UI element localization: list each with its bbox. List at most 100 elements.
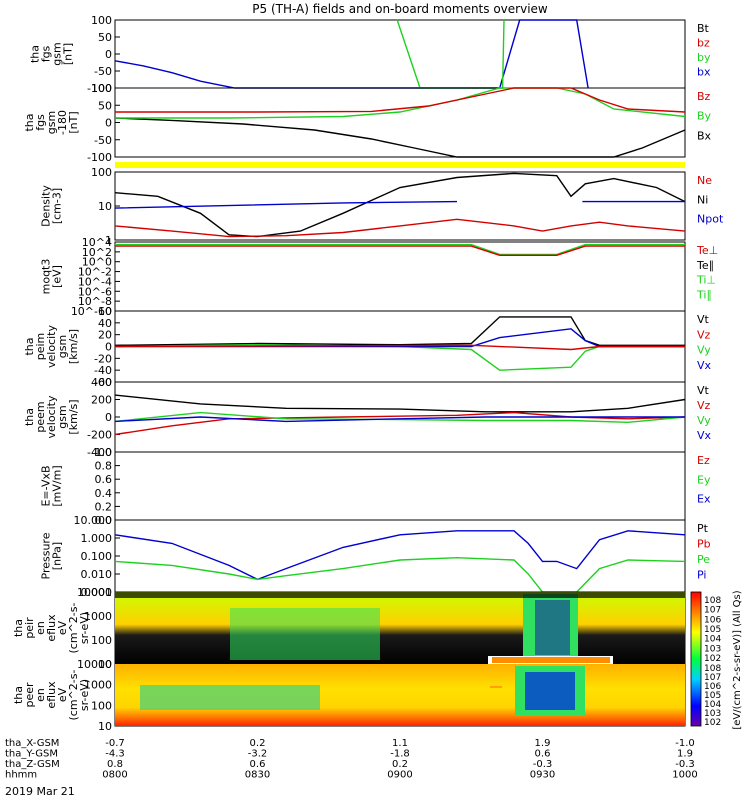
footer-value: -0.3 (675, 759, 695, 770)
ytick-label: 1000 (84, 679, 112, 692)
ylabel-line: [km/s] (67, 399, 80, 434)
panel-3: 100 10 1 Density[cm-3] Ne Ni Npot (40, 166, 724, 247)
ytick-label: 0.6 (95, 473, 113, 486)
ylabel: thapeemvelocitygsm[km/s] (23, 395, 80, 438)
ytick-label: 10^-10 (71, 305, 112, 318)
ytick-label: 10^2 (82, 246, 112, 259)
ytick-label: 10 (98, 720, 112, 733)
legend-entry: Vz (697, 399, 711, 412)
electron-spectrogram (115, 656, 685, 726)
footer-value: -0.3 (533, 759, 553, 770)
ylabel-line: tha (23, 337, 36, 355)
ytick-label: -50 (94, 134, 112, 147)
ytick-label: 10000 (77, 658, 112, 671)
legend-entry: by (697, 51, 711, 64)
legend-entry: Vt (697, 384, 710, 397)
ylabel-line: velocity (45, 325, 58, 368)
ytick-label: 1.0 (95, 446, 113, 459)
ytick-label: 0.2 (95, 500, 113, 513)
ytick-label: -20 (94, 352, 112, 365)
ylabel: thapeimvelocitygsm[km/s] (23, 325, 80, 368)
series-by (396, 19, 505, 89)
series-Pi (114, 530, 686, 581)
footer-value: -4.3 (105, 749, 125, 760)
colorbar-tick: 106 (704, 615, 721, 625)
ytick-label: 10^0 (82, 256, 112, 269)
ytick-label: 0.010 (81, 568, 113, 581)
ylabel-line: sr-eV) (78, 679, 91, 711)
series-Vz (114, 411, 686, 436)
ylabel-line: peir (23, 617, 36, 639)
ylabel-line: eV (56, 620, 69, 635)
ytick-label: 0 (105, 117, 112, 130)
ylabel-line: (cm^2-s- (67, 603, 80, 654)
ytick-label: 100 (91, 634, 112, 647)
series-Ti (115, 243, 685, 256)
colorbar: [eV/(cm^2-s-sr-eV)] (All Qs) (690, 590, 743, 730)
ytick-label: 10^-4 (78, 275, 112, 288)
footer-value: 0.6 (535, 749, 551, 760)
series-Bz (115, 87, 686, 113)
panel-6: 400 200 0 -200 -400 thapeemvelocitygsm[km/s] V… (23, 376, 712, 459)
footer-value: 0800 (102, 770, 127, 781)
legend-entry: Ex (697, 493, 711, 506)
legend-entry: Ey (697, 473, 711, 486)
ylabel-line: [mV/m] (51, 465, 64, 506)
series-Ne (114, 218, 686, 238)
series-By (115, 87, 686, 119)
ylabel-line: gsm (51, 42, 64, 65)
ylabel: moqt3[eV] (40, 259, 64, 295)
ylabel-line: tha (12, 619, 25, 637)
footer-value: -1.8 (390, 749, 410, 760)
ylabel: Pressure[nPa] (40, 532, 64, 579)
ylabel: thafgsgsm-180[nT] (23, 110, 80, 135)
ytick-label: -60 (94, 376, 112, 389)
colorbar-tick: 108 (704, 596, 721, 606)
ytick-label: 0.8 (95, 460, 113, 473)
ytick-label: -100 (87, 151, 112, 164)
footer-value: 0830 (245, 770, 270, 781)
ytick-label: -100 (87, 82, 112, 95)
ylabel-line: eflux (45, 681, 58, 709)
colorbar-tick: 105 (704, 625, 721, 635)
ylabel-line: eflux (45, 614, 58, 642)
colorbar-tick: 103 (704, 709, 721, 719)
ytick-label: 1000 (84, 610, 112, 623)
colorbar-tick: 102 (704, 654, 721, 664)
colorbar-tick: 107 (704, 606, 721, 616)
series-Bx (114, 117, 686, 158)
panel-8: 10.0001.0000.1000.0100.001Pressure[nPa]P… (40, 514, 711, 599)
ytick-label: 60 (98, 305, 112, 318)
legend-entry: Te∥ (696, 259, 714, 272)
legend-entry: By (697, 110, 712, 123)
ytick-label: -40 (94, 364, 112, 377)
footer-value: 0900 (387, 770, 412, 781)
series-Vx (114, 416, 685, 423)
ytick-label: 50 (98, 99, 112, 112)
legend-entry: bz (697, 37, 710, 50)
ylabel-line: peim (34, 333, 47, 361)
colorbar-tick: 108 (704, 664, 721, 674)
footer-value: 0.2 (392, 759, 408, 770)
footer-value: 0.8 (107, 759, 123, 770)
ylabel: thapeirenefluxeV(cm^2-s-sr-eV) (12, 603, 91, 654)
legend-entry: bx (697, 66, 711, 79)
series-Te (115, 245, 685, 256)
ytick-label: 10.000 (74, 514, 113, 527)
footer-value: 0.6 (250, 759, 266, 770)
ytick-label: 10^4 (82, 236, 112, 249)
ylabel-line: en (34, 621, 47, 635)
ylabel-line: [km/s] (67, 329, 80, 364)
ylabel-line: eV (56, 687, 69, 702)
colorbar-label: [eV/(cm^2-s-sr-eV)] (All Qs) (732, 590, 743, 729)
ylabel-line: sr-eV) (78, 612, 91, 644)
footer-value: 1000 (672, 770, 697, 781)
quality-bar (115, 162, 685, 168)
ylabel-line: E=-VxB (40, 465, 53, 506)
ylabel-line: [nT] (62, 43, 75, 65)
footer-value: -1.0 (675, 738, 695, 749)
ytick-label: 10^-6 (78, 285, 112, 298)
ytick-label: 0 (105, 48, 112, 61)
ytick-label: 0.0 (95, 514, 113, 527)
